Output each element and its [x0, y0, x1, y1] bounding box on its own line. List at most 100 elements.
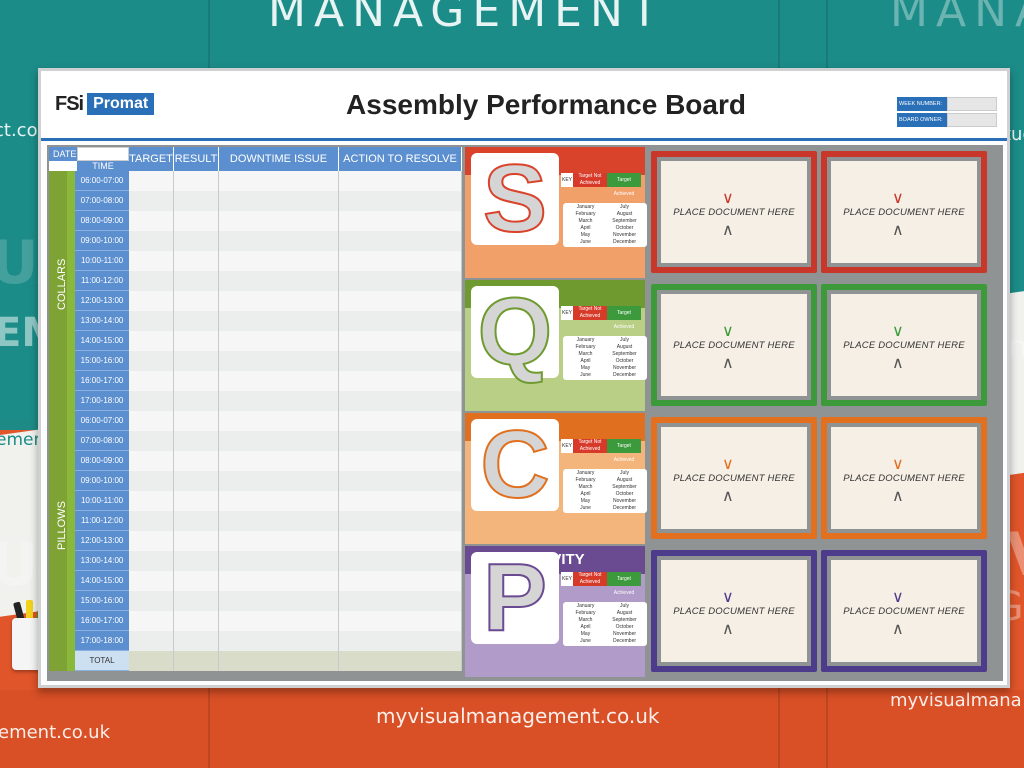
table-cell[interactable]	[339, 311, 462, 331]
table-cell[interactable]	[219, 531, 339, 551]
month-item[interactable]: June	[580, 638, 591, 644]
kpi-letter-calendar[interactable]: Q	[471, 283, 559, 381]
table-cell[interactable]	[174, 411, 219, 431]
table-cell[interactable]	[219, 431, 339, 451]
table-cell[interactable]	[174, 591, 219, 611]
table-cell[interactable]	[129, 551, 174, 571]
table-cell[interactable]	[174, 351, 219, 371]
table-cell[interactable]	[219, 511, 339, 531]
table-cell[interactable]	[129, 371, 174, 391]
month-item[interactable]: May	[580, 232, 591, 238]
table-cell[interactable]	[174, 291, 219, 311]
table-cell[interactable]	[219, 371, 339, 391]
month-item[interactable]: June	[580, 372, 591, 378]
table-cell[interactable]	[339, 331, 462, 351]
month-item[interactable]: April	[580, 225, 591, 231]
table-cell[interactable]	[339, 371, 462, 391]
month-item[interactable]: September	[612, 617, 637, 623]
table-cell[interactable]	[174, 211, 219, 231]
table-cell[interactable]	[129, 351, 174, 371]
month-item[interactable]: August	[616, 344, 633, 350]
table-cell[interactable]	[219, 391, 339, 411]
table-cell[interactable]	[129, 391, 174, 411]
table-cell[interactable]	[339, 291, 462, 311]
table-cell[interactable]	[129, 631, 174, 651]
month-item[interactable]: May	[580, 365, 591, 371]
table-cell[interactable]	[174, 471, 219, 491]
table-cell[interactable]	[219, 251, 339, 271]
document-pocket-2[interactable]: ∨ PLACE DOCUMENT HERE ∧	[821, 151, 987, 273]
table-cell[interactable]	[129, 251, 174, 271]
table-cell[interactable]	[129, 331, 174, 351]
table-cell[interactable]	[339, 591, 462, 611]
month-item[interactable]: March	[578, 218, 593, 224]
table-cell[interactable]	[339, 471, 462, 491]
month-item[interactable]: October	[615, 491, 634, 497]
table-cell[interactable]	[129, 491, 174, 511]
table-cell[interactable]	[129, 611, 174, 631]
table-cell[interactable]	[174, 431, 219, 451]
table-cell[interactable]	[174, 371, 219, 391]
table-cell[interactable]	[129, 311, 174, 331]
month-item[interactable]: January	[576, 470, 595, 476]
table-cell[interactable]	[174, 651, 219, 671]
date-field[interactable]: DATE	[49, 147, 129, 161]
month-item[interactable]: September	[612, 351, 637, 357]
table-cell[interactable]	[174, 331, 219, 351]
table-cell[interactable]	[129, 431, 174, 451]
table-cell[interactable]	[339, 491, 462, 511]
month-item[interactable]: January	[576, 337, 595, 343]
table-cell[interactable]	[219, 211, 339, 231]
month-item[interactable]: November	[612, 498, 637, 504]
table-cell[interactable]	[339, 411, 462, 431]
month-item[interactable]: March	[578, 484, 593, 490]
month-item[interactable]: November	[612, 232, 637, 238]
table-cell[interactable]	[174, 391, 219, 411]
table-cell[interactable]	[174, 451, 219, 471]
table-cell[interactable]	[174, 231, 219, 251]
month-item[interactable]: February	[575, 610, 596, 616]
month-item[interactable]: April	[580, 358, 591, 364]
table-cell[interactable]	[219, 331, 339, 351]
month-item[interactable]: February	[575, 477, 596, 483]
table-cell[interactable]	[174, 511, 219, 531]
table-cell[interactable]	[174, 271, 219, 291]
week-number-field[interactable]: WEEK NUMBER:	[897, 97, 997, 111]
month-item[interactable]: June	[580, 505, 591, 511]
table-cell[interactable]	[129, 651, 174, 671]
table-cell[interactable]	[339, 531, 462, 551]
table-cell[interactable]	[129, 271, 174, 291]
document-pocket-1[interactable]: ∨ PLACE DOCUMENT HERE ∧	[651, 550, 817, 672]
table-cell[interactable]	[219, 591, 339, 611]
month-item[interactable]: July	[620, 337, 629, 343]
table-cell[interactable]	[174, 631, 219, 651]
table-cell[interactable]	[339, 231, 462, 251]
month-item[interactable]: January	[576, 204, 595, 210]
month-item[interactable]: October	[615, 225, 634, 231]
table-cell[interactable]	[219, 551, 339, 571]
table-cell[interactable]	[339, 351, 462, 371]
document-pocket-1[interactable]: ∨ PLACE DOCUMENT HERE ∧	[651, 417, 817, 539]
table-cell[interactable]	[219, 491, 339, 511]
table-cell[interactable]	[174, 171, 219, 191]
date-value[interactable]	[77, 147, 129, 161]
table-cell[interactable]	[129, 571, 174, 591]
table-cell[interactable]	[339, 211, 462, 231]
document-pocket-2[interactable]: ∨ PLACE DOCUMENT HERE ∧	[821, 550, 987, 672]
month-item[interactable]: January	[576, 603, 595, 609]
month-item[interactable]: December	[612, 638, 637, 644]
table-cell[interactable]	[174, 531, 219, 551]
table-cell[interactable]	[339, 651, 462, 671]
table-cell[interactable]	[129, 531, 174, 551]
month-item[interactable]: April	[580, 491, 591, 497]
table-cell[interactable]	[219, 291, 339, 311]
month-item[interactable]: August	[616, 211, 633, 217]
table-cell[interactable]	[219, 631, 339, 651]
kpi-letter-calendar[interactable]: P	[471, 549, 559, 647]
table-cell[interactable]	[219, 271, 339, 291]
month-item[interactable]: July	[620, 603, 629, 609]
table-cell[interactable]	[339, 511, 462, 531]
week-number-value[interactable]	[947, 97, 997, 111]
table-cell[interactable]	[219, 191, 339, 211]
document-pocket-2[interactable]: ∨ PLACE DOCUMENT HERE ∧	[821, 417, 987, 539]
